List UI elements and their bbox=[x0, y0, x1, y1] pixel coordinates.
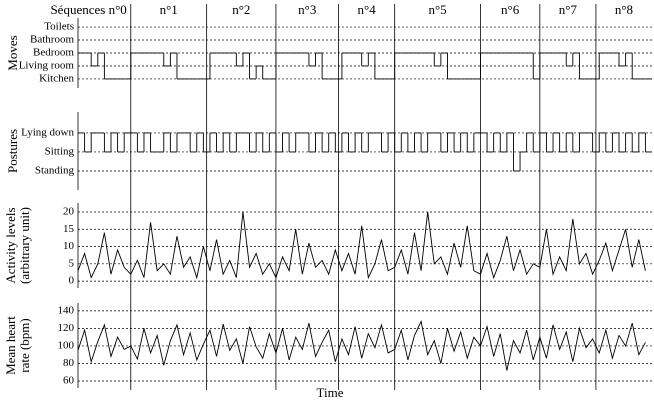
y-tick-label: 100 bbox=[58, 339, 75, 351]
y-tick-label: 15 bbox=[63, 223, 75, 235]
sequence-label: n°3 bbox=[298, 2, 316, 17]
x-axis-label: Time bbox=[317, 385, 344, 400]
y-tick-label: 20 bbox=[63, 206, 75, 218]
y-tick-label: Bedroom bbox=[33, 47, 74, 59]
y-tick-label: 0 bbox=[69, 275, 75, 287]
y-axis-label: Mean heart bbox=[3, 316, 18, 375]
y-axis-label: Moves bbox=[5, 35, 20, 70]
y-tick-label: Toilets bbox=[44, 21, 74, 33]
y-tick-label: Sitting bbox=[45, 145, 75, 157]
y-axis-label: Postures bbox=[5, 129, 20, 173]
y-tick-label: 5 bbox=[69, 257, 75, 269]
y-axis-label: Activity levels bbox=[3, 207, 18, 283]
y-tick-label: 10 bbox=[63, 240, 75, 252]
y-tick-label: 140 bbox=[58, 304, 75, 316]
data-line bbox=[77, 319, 646, 371]
y-tick-label: Living room bbox=[19, 59, 75, 71]
sequence-label: n°4 bbox=[358, 2, 377, 17]
y-tick-label: 80 bbox=[63, 357, 75, 369]
data-line bbox=[77, 211, 646, 280]
y-axis-label: (arbitrary unit) bbox=[17, 207, 32, 284]
y-axis-label: rate (bpm) bbox=[17, 318, 32, 373]
y-tick-label: 60 bbox=[63, 375, 75, 387]
y-tick-label: Standing bbox=[35, 165, 75, 177]
y-tick-label: Kitchen bbox=[39, 72, 74, 84]
y-tick-label: Bathroom bbox=[30, 34, 74, 46]
y-tick-label: 120 bbox=[58, 322, 75, 334]
sequence-label: n°2 bbox=[232, 2, 250, 17]
sequence-label: n°7 bbox=[559, 2, 578, 17]
sequence-label: n°8 bbox=[615, 2, 633, 17]
y-tick-label: Lying down bbox=[21, 126, 74, 138]
sequence-label: n°1 bbox=[160, 2, 178, 17]
sequence-label: n°6 bbox=[501, 2, 520, 17]
sequence-label: Séquences n°0 bbox=[50, 2, 126, 17]
sequence-label: n°5 bbox=[428, 2, 446, 17]
